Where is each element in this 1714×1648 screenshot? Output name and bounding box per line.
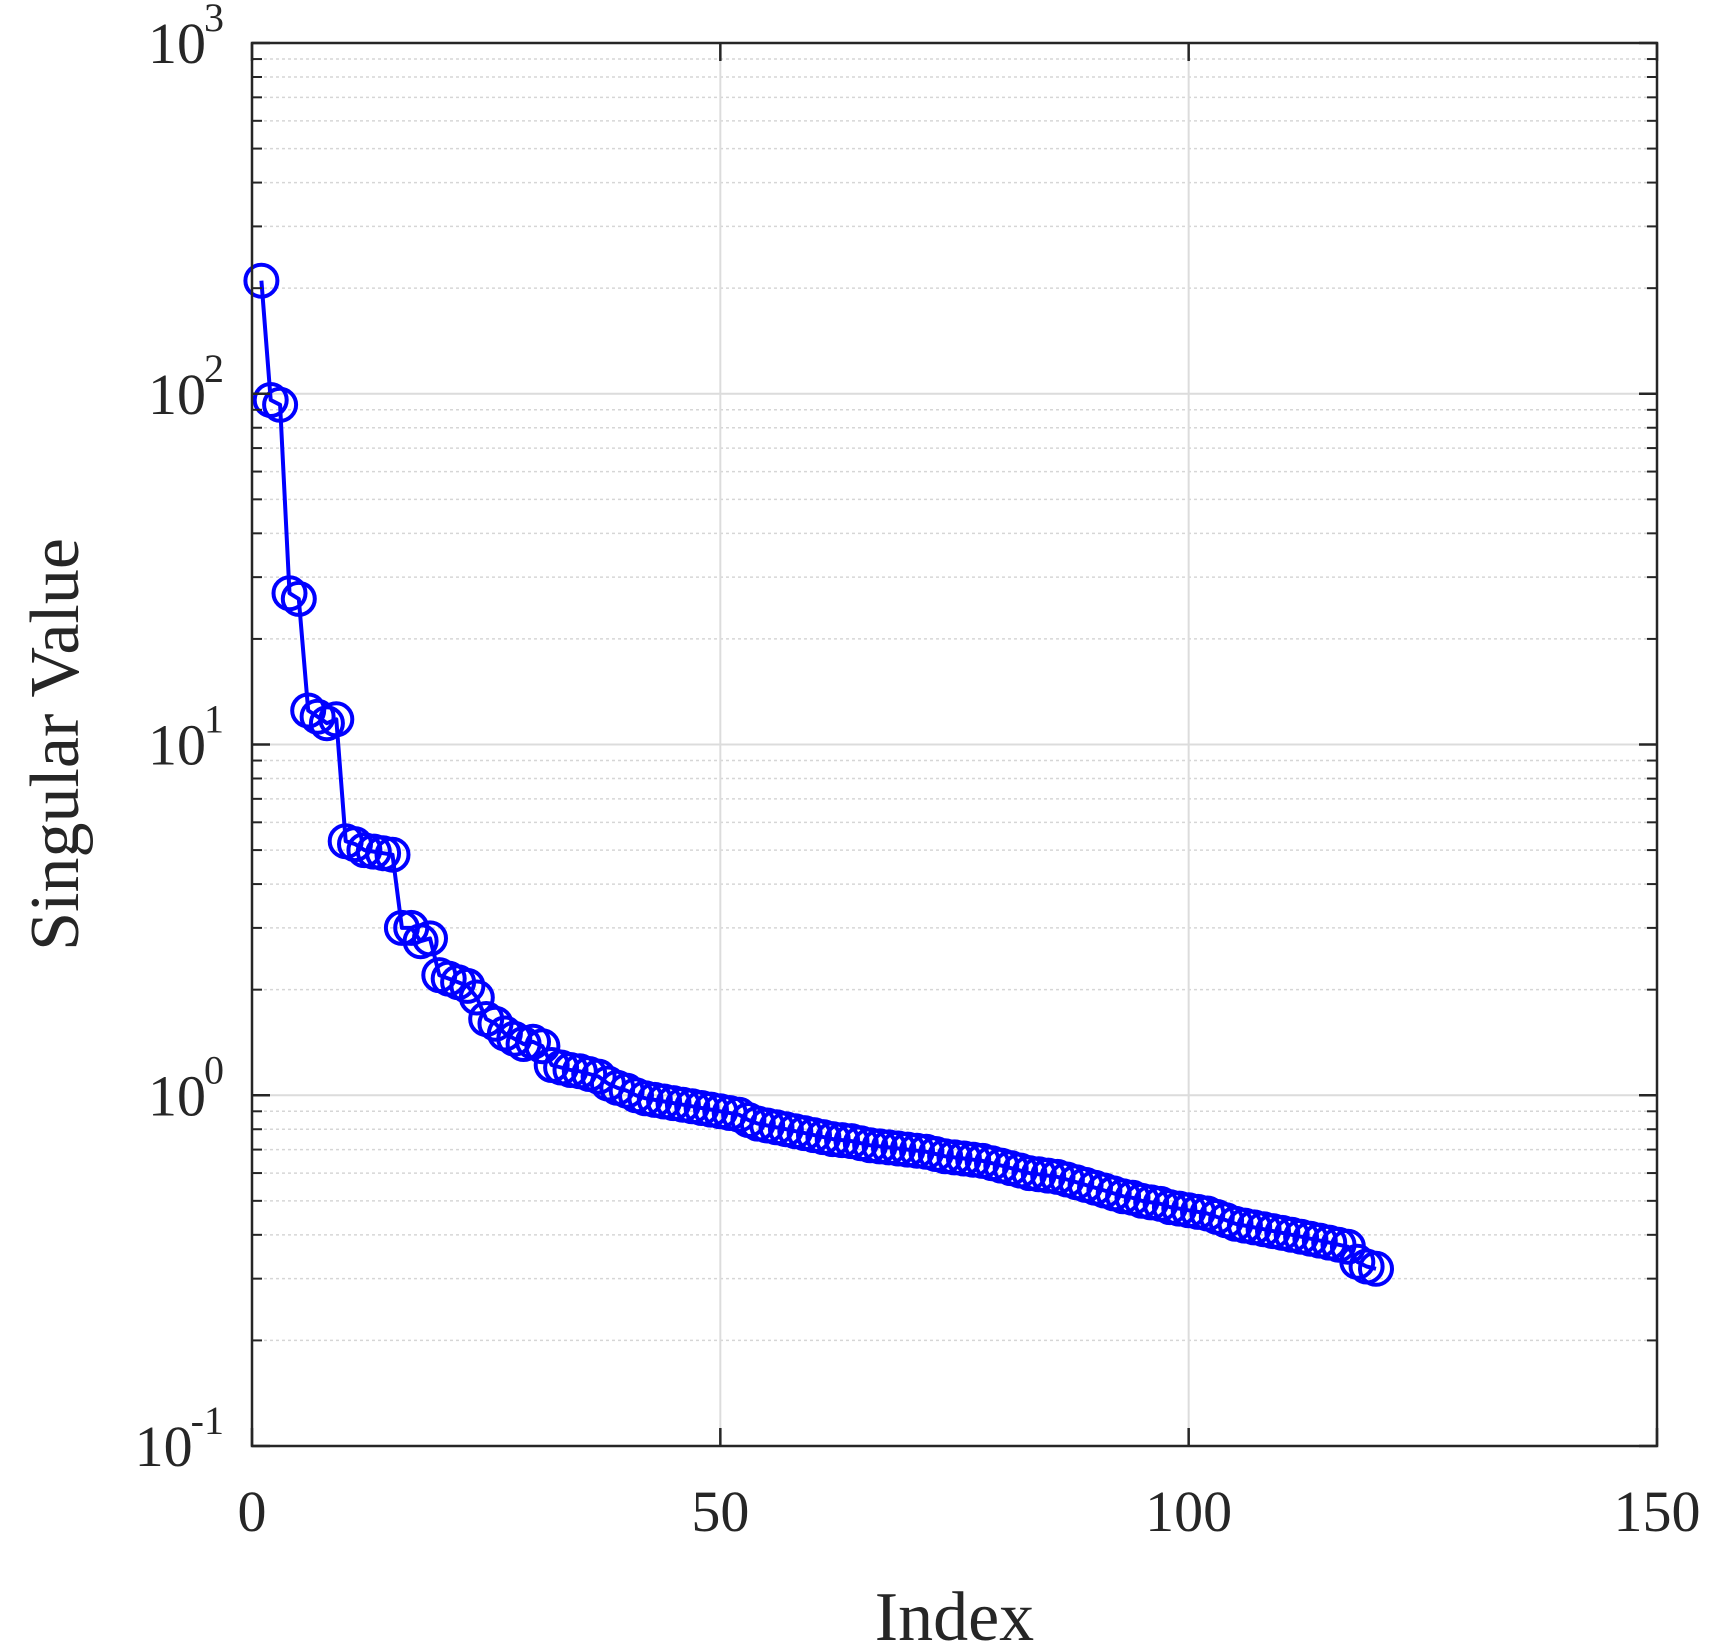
x-tick-label: 100 xyxy=(1145,1479,1232,1544)
x-tick-label: 150 xyxy=(1614,1479,1701,1544)
y-tick-base: 10 xyxy=(148,1063,206,1128)
data-point xyxy=(1358,1250,1394,1287)
y-tick-base: 10 xyxy=(148,713,206,778)
y-tick-exponent: 2 xyxy=(204,346,224,391)
data-point xyxy=(299,698,336,735)
data-point xyxy=(243,262,280,299)
data-point xyxy=(412,920,448,957)
data-point xyxy=(458,979,495,1016)
x-axis-label: Index xyxy=(875,1579,1034,1648)
grid xyxy=(251,42,1658,1447)
y-tick-base: 10 xyxy=(148,362,206,427)
y-tick-label: 103 xyxy=(148,0,224,76)
y-tick-exponent: -1 xyxy=(191,1398,224,1443)
marker-layer xyxy=(243,262,1394,1287)
x-tick-label: 0 xyxy=(238,1479,267,1544)
data-point xyxy=(374,836,411,873)
y-tick-label: 101 xyxy=(148,697,224,778)
y-tick-label: 10-1 xyxy=(135,1398,224,1479)
data-point xyxy=(262,386,299,423)
tick-marks xyxy=(250,41,1659,1448)
x-tick-labels: 0 50 100 150 xyxy=(238,1479,1701,1544)
y-tick-exponent: 1 xyxy=(204,697,224,742)
data-point xyxy=(318,701,355,738)
data-point xyxy=(271,575,308,612)
y-tick-exponent: 0 xyxy=(204,1047,224,1092)
y-axis-label: Singular Value xyxy=(17,538,94,951)
y-tick-label: 102 xyxy=(148,346,224,427)
y-tick-label: 100 xyxy=(148,1047,224,1128)
x-tick-label: 50 xyxy=(691,1479,749,1544)
data-point xyxy=(580,1058,617,1095)
y-tick-exponent: 3 xyxy=(204,0,224,40)
data-point xyxy=(449,967,486,1004)
data-point xyxy=(280,580,317,617)
data-point xyxy=(524,1028,561,1065)
y-tick-base: 10 xyxy=(135,1414,193,1479)
y-tick-base: 10 xyxy=(148,11,206,76)
